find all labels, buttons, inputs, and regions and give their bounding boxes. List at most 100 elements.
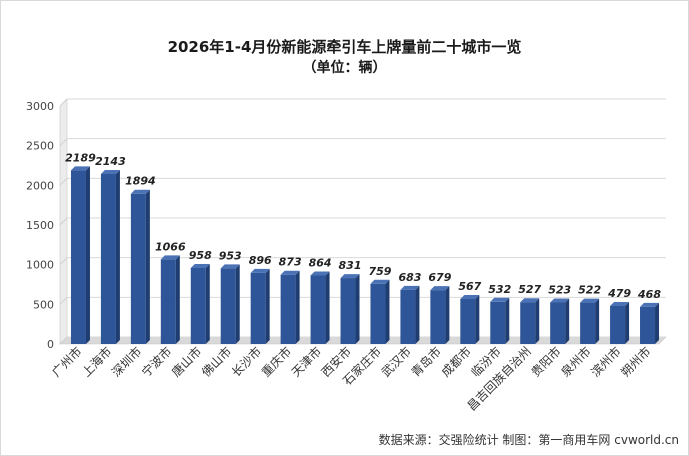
x-tick-label: 上海市 [78,344,114,380]
bar [340,278,356,344]
y-tick-label: 2500 [26,140,54,153]
data-label: 527 [518,283,541,296]
bar-top [250,268,270,273]
bar-side [595,298,600,344]
x-tick-label: 泉州市 [558,344,594,380]
bar-top [160,255,180,260]
x-tick-label: 佛山市 [198,344,234,380]
bar-side [625,301,630,344]
bar [70,170,86,344]
bar-top [340,274,360,279]
data-label: 522 [578,284,601,297]
bar-top [100,169,120,174]
bar-side [295,270,300,344]
floor [59,336,667,345]
data-label: 2143 [95,155,126,168]
bar-top [550,298,570,303]
bar [640,306,656,344]
chart-title: 2026年1-4月份新能源牵引车上牌量前二十城市一览 [167,38,522,56]
data-label: 953 [219,249,242,262]
bar [610,305,626,344]
bar-top [70,166,90,171]
bar-side [85,166,90,344]
x-tick-label: 天津市 [288,344,324,380]
bar-top [310,271,330,276]
bar-top [280,270,300,275]
y-tick-label: 1500 [26,219,54,232]
data-label: 679 [428,271,451,284]
data-label: 1066 [155,240,186,253]
x-tick-label: 宁波市 [138,344,174,380]
bar [100,173,116,344]
bar [370,283,386,344]
data-label: 567 [458,280,481,293]
bar [250,272,266,344]
source-note: 数据来源：交强险统计 制图：第一商用车网 cvworld.cn [378,433,679,447]
data-label: 683 [398,271,421,284]
bar-side [385,279,390,344]
y-tick-label: 0 [47,338,54,351]
bar-side [355,274,360,344]
data-label: 896 [249,254,272,267]
gridline-diag [59,296,68,305]
gridline-diag [59,177,68,186]
bar [430,290,446,344]
data-label: 873 [279,256,302,269]
bar-side [115,169,120,344]
bar-top [640,302,660,307]
bar [580,302,596,344]
gridline-diag [59,336,68,345]
bar-top [460,295,480,300]
x-tick-label: 重庆市 [258,344,294,380]
bar-side [445,286,450,344]
bar [310,275,326,344]
bar-top [490,297,510,302]
y-tick-label: 3000 [26,100,54,113]
bar-top [130,189,150,194]
data-label: 759 [368,265,391,278]
bar-side [415,285,420,344]
bar [520,302,536,344]
bar [280,274,296,344]
x-tick-label: 朔州市 [618,344,654,380]
bar-side [205,263,210,344]
bar-side [145,189,150,344]
y-tick-label: 500 [33,298,54,311]
bar-top [520,298,540,303]
x-tick-label: 成都市 [438,344,474,380]
x-tick-label: 长沙市 [228,344,264,380]
bar-side [175,255,180,344]
gridline-diag [59,257,68,266]
bar-side [325,271,330,344]
chart-subtitle: （单位：辆） [302,60,387,76]
y-tick-label: 2000 [26,179,54,192]
bar-side [475,295,480,344]
x-tick-label: 贵阳市 [528,344,564,380]
bar [220,268,236,344]
bar [550,302,566,344]
x-tick-label: 武汉市 [378,344,414,380]
bar [400,289,416,344]
bar-top [580,298,600,303]
bar-side [505,297,510,344]
data-label: 468 [637,288,661,301]
bar-side [265,268,270,344]
bar-top [370,279,390,284]
bar-top [400,285,420,290]
data-label: 864 [309,256,332,269]
bar-top [430,286,450,291]
bar-side [565,298,570,344]
x-tick-label: 深圳市 [108,344,144,380]
data-label: 532 [488,283,511,296]
bar-side [655,302,660,344]
bar-top [190,263,210,268]
bar-side [535,298,540,344]
bar [460,299,476,344]
bar [130,193,146,344]
x-tick-label: 唐山市 [168,344,204,380]
data-label: 958 [189,249,212,262]
gridline-diag [59,217,68,226]
x-tick-label: 青岛市 [408,344,444,380]
gridline-diag [59,138,68,147]
